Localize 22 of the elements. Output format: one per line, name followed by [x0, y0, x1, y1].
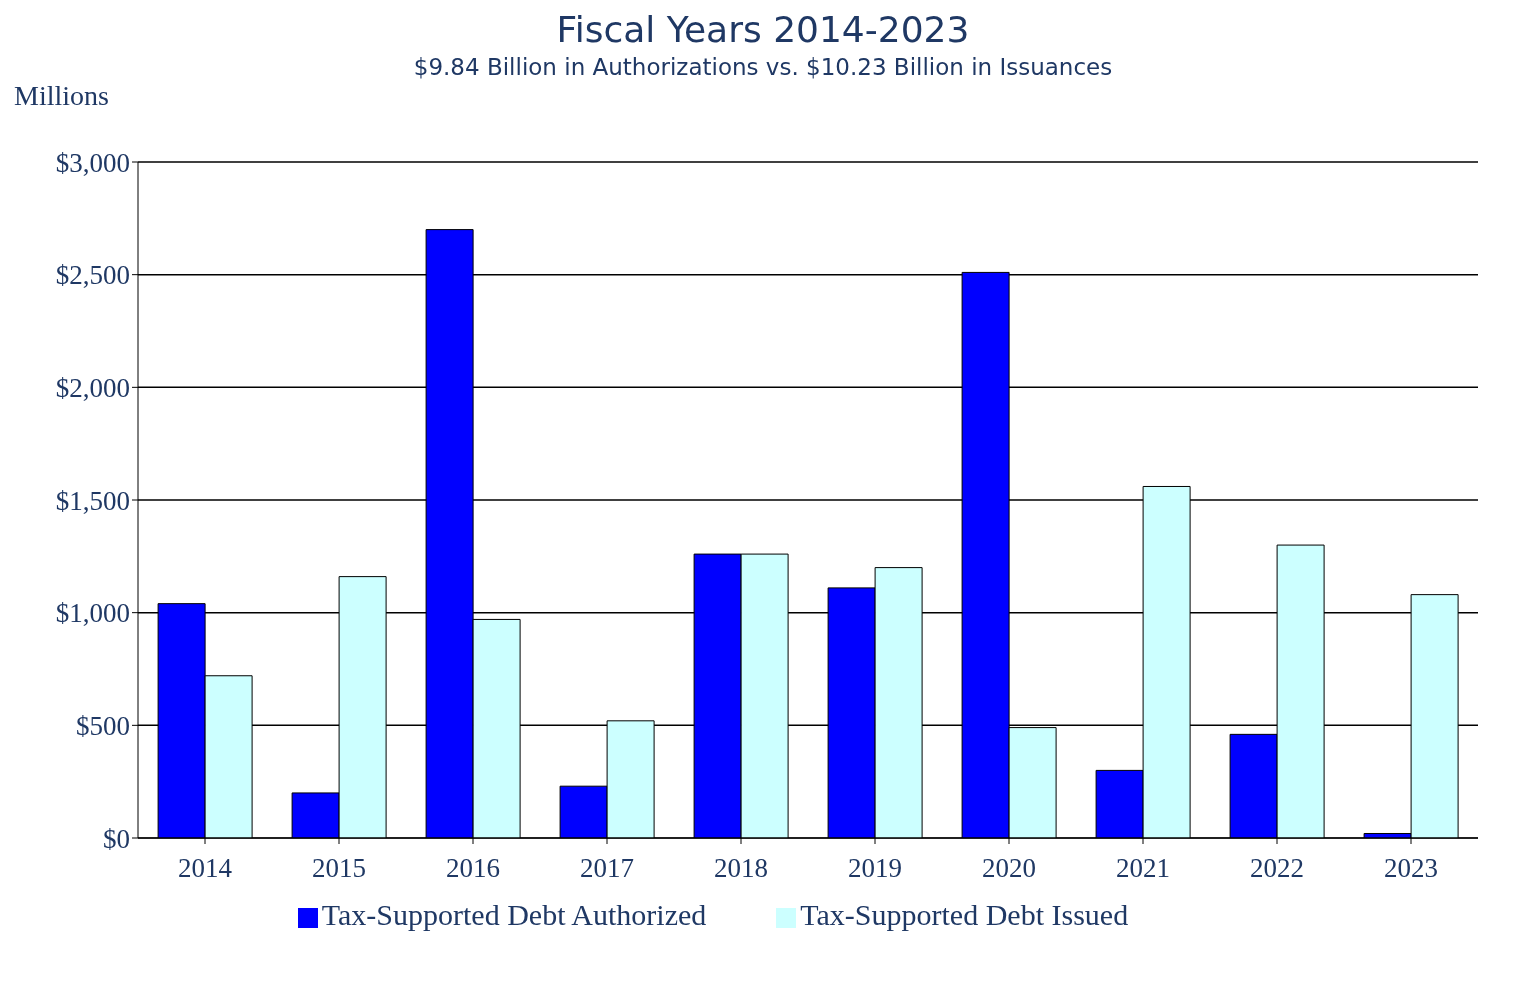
chart-title: Fiscal Years 2014-2023	[555, 8, 971, 52]
y-tick-label: $1,500	[55, 485, 130, 516]
x-tick-label: 2020	[982, 853, 1036, 884]
x-tick-label: 2022	[1250, 853, 1304, 884]
y-tick-label: $1,000	[55, 598, 130, 629]
legend-label: Tax-Supported Debt Authorized	[321, 898, 707, 931]
x-tick-label: 2016	[446, 853, 500, 884]
y-tick-label: $500	[76, 710, 130, 741]
y-tick-label: $3,000	[55, 147, 130, 178]
x-tick-label: 2015	[312, 853, 366, 884]
x-tick-label: 2017	[580, 853, 634, 884]
chart-subtitle: $9.84 Billion in Authorizations vs. $10.23 Billion in Issuances	[413, 54, 1113, 80]
y-tick-label: $2,000	[55, 372, 130, 403]
x-tick-label: 2018	[714, 853, 768, 884]
x-tick-label: 2019	[848, 853, 902, 884]
x-tick-label: 2014	[178, 853, 233, 884]
x-tick-label: 2023	[1384, 853, 1438, 884]
y-tick-label: $0	[103, 823, 130, 854]
legend-label: Tax-Supported Debt Issued	[800, 898, 1129, 931]
y-axis-title: Millions	[14, 80, 109, 112]
x-tick-label: 2021	[1116, 853, 1170, 884]
y-tick-label: $2,500	[55, 260, 130, 291]
